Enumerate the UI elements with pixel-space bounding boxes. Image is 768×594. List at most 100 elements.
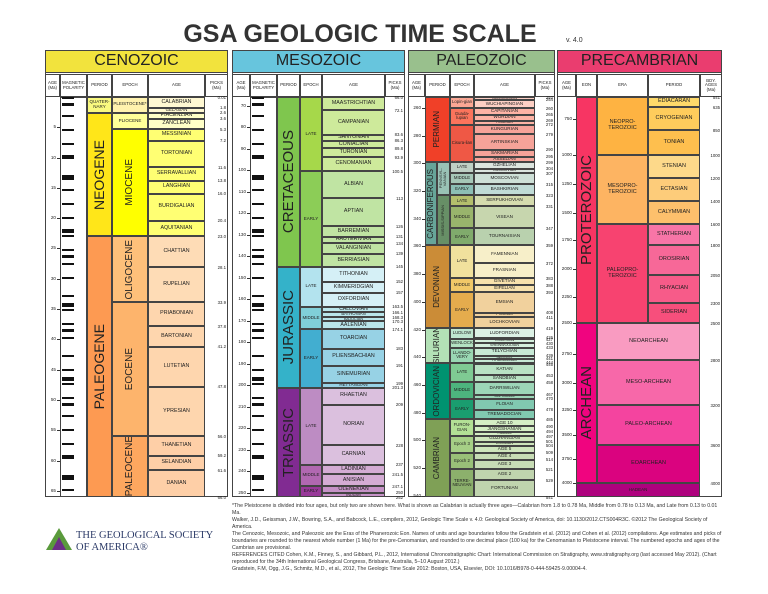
epoch-box: PLEISTOCENE* bbox=[112, 97, 148, 113]
age-box-label: FRASNIAN bbox=[492, 267, 517, 273]
polarity-bar bbox=[252, 189, 264, 191]
age-box-label: LOCHKOVIAN bbox=[489, 319, 520, 325]
age-box: VALANGINIAN bbox=[322, 243, 385, 254]
age-box-label: LANGHIAN bbox=[162, 183, 191, 190]
epoch-box: PALEOCENE bbox=[112, 436, 148, 497]
epoch-box-label: EOCENE bbox=[123, 348, 135, 391]
era-box-label: MESO-ARCHEAN bbox=[626, 378, 671, 385]
age-box-label: VISEAN bbox=[496, 213, 513, 219]
polarity-bar bbox=[252, 157, 264, 159]
age-box: TOARCIAN bbox=[322, 329, 385, 349]
age-box: AALENIAN bbox=[322, 321, 385, 330]
age-box: AQUITANIAN bbox=[148, 220, 205, 237]
pick-label: 131 bbox=[395, 234, 403, 240]
age-box: APTIAN bbox=[322, 198, 385, 227]
era-box-label: MESOPRO-TEROZOIC bbox=[607, 182, 638, 195]
pick-label: 41.2 bbox=[217, 344, 226, 350]
age-box-label: DRUMIAN bbox=[496, 441, 513, 445]
pick-label: 3200 bbox=[710, 402, 720, 408]
pick-label: 72.1 bbox=[394, 107, 403, 113]
age-tick-label: 20 bbox=[50, 215, 56, 221]
pick-label: 372 bbox=[545, 260, 553, 266]
age-box: BARREMIAN bbox=[322, 226, 385, 237]
epoch-box-label: MIDDLE bbox=[453, 175, 471, 181]
age-box-label: BURDIGALIAN bbox=[158, 203, 195, 210]
age-tick bbox=[247, 449, 250, 451]
age-tick bbox=[57, 309, 60, 311]
age-box-label: LADINIAN bbox=[341, 465, 366, 472]
age-tick-label: 1750 bbox=[561, 236, 572, 242]
polarity-bar bbox=[62, 477, 74, 480]
age-tick bbox=[57, 187, 60, 189]
pick-label: 359 bbox=[545, 242, 553, 248]
age-box-label: ASSELIAN bbox=[493, 156, 516, 161]
age-box: LANGHIAN bbox=[148, 180, 205, 194]
age-tick-label: 240 bbox=[238, 468, 246, 474]
era-header: PALEOZOIC bbox=[408, 50, 555, 73]
age-tick bbox=[422, 108, 425, 110]
age-tick-label: 55 bbox=[50, 427, 56, 433]
column-header-label: BDY. AGES (Ma) bbox=[705, 77, 717, 92]
pick-label: 3600 bbox=[710, 442, 720, 448]
age-box-label: WORDIAN bbox=[493, 114, 516, 120]
age-box-label: ROADIAN bbox=[496, 120, 513, 124]
age-box: BASHKIRIAN bbox=[474, 184, 535, 196]
epoch-box-label: MIOCENE bbox=[123, 159, 135, 207]
polarity-bar bbox=[62, 475, 74, 477]
pick-label: 170.3 bbox=[392, 318, 403, 324]
epoch-box-label: Cisura-lian bbox=[451, 140, 473, 146]
epoch-box: Epoch 3 bbox=[450, 436, 474, 453]
age-box-label: FORTUNIAN bbox=[491, 485, 518, 491]
age-tick bbox=[573, 269, 576, 270]
age-box-label: KATIAN bbox=[496, 366, 513, 372]
age-box: SANTONIAN bbox=[322, 134, 385, 141]
age-box: KUNGURIAN bbox=[474, 124, 535, 135]
age-box-label: BARREMIAN bbox=[337, 227, 370, 234]
pick-label: 541 bbox=[712, 94, 720, 100]
column-header-label: EPOCH bbox=[454, 82, 470, 88]
pick-label: 383 bbox=[545, 275, 553, 281]
polarity-bar bbox=[62, 115, 74, 117]
eon-box: ARCHEAN bbox=[576, 323, 597, 483]
pick-label: 16.0 bbox=[217, 191, 226, 197]
pick-label: 419 bbox=[545, 325, 553, 331]
pick-label: 126 bbox=[395, 223, 403, 229]
pick-label: 467 bbox=[545, 392, 553, 398]
pick-label: 56.0 bbox=[217, 433, 226, 439]
age-box-label: BERRIASIAN bbox=[337, 256, 370, 263]
polarity-bar bbox=[252, 337, 264, 339]
title: GSA GEOLOGIC TIME SCALE bbox=[183, 20, 537, 48]
age-tick bbox=[573, 323, 576, 324]
polarity-bar bbox=[62, 429, 74, 431]
epoch-box: LATE bbox=[300, 266, 322, 307]
age-box-label: CENOMANIAN bbox=[335, 160, 372, 167]
eon-box: HADEAN bbox=[576, 483, 700, 497]
age-tick bbox=[247, 363, 250, 365]
age-box-label: DAPINGIAN bbox=[494, 394, 515, 398]
epoch-box-label: OLIGOCENE bbox=[123, 239, 135, 300]
note: *The Pleistocene is divided into four ag… bbox=[232, 503, 718, 517]
age-tick bbox=[247, 191, 250, 193]
age-tick bbox=[247, 471, 250, 473]
pick-label: 7.2 bbox=[220, 138, 226, 144]
age-box-label: SANTONIAN bbox=[338, 134, 369, 140]
period-box-label: OROSIRIAN bbox=[658, 256, 690, 263]
epoch-box: LATE bbox=[450, 162, 474, 174]
pick-label: 441 bbox=[545, 356, 553, 362]
pick-label: 497 bbox=[545, 433, 553, 439]
epoch-box: OLIGOCENE bbox=[112, 236, 148, 303]
age-box: LUTETIAN bbox=[148, 346, 205, 387]
polarity-bar bbox=[252, 97, 264, 99]
period-box-label: CARBONIFEROUS bbox=[425, 168, 435, 239]
age-tick-label: 380 bbox=[413, 271, 421, 277]
polarity-bar bbox=[62, 277, 74, 279]
epoch-box-label: EARLY bbox=[455, 233, 469, 239]
age-tick-label: 1000 bbox=[561, 152, 572, 157]
pick-label: 134 bbox=[395, 240, 403, 246]
subperiod-box-label: PENNSYL-VANIAN bbox=[438, 168, 448, 189]
age-box: SAKMARIAN bbox=[474, 149, 535, 157]
age-box: SERPUKHOVIAN bbox=[474, 195, 535, 207]
period-box-label: CAMBRIAN bbox=[432, 437, 442, 480]
age-box: DAPINGIAN bbox=[474, 394, 535, 399]
era-box: PALEO-ARCHEAN bbox=[597, 405, 700, 445]
